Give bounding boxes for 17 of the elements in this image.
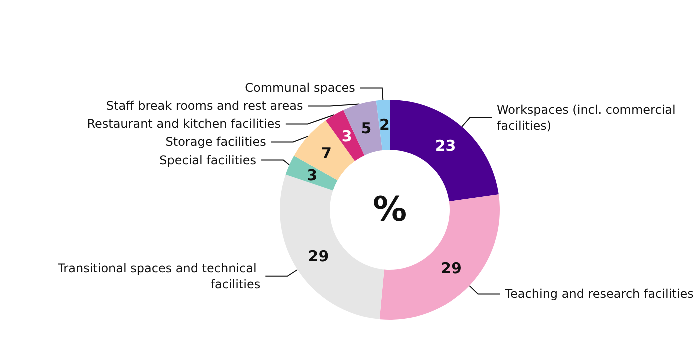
slice-label: Restaurant and kitchen facilities	[87, 117, 281, 132]
data-label: 23	[435, 136, 456, 155]
data-label: 3	[307, 166, 318, 184]
slice-label: Storage facilities	[166, 135, 266, 150]
slice-label: Transitional spaces and technical facilities	[57, 261, 261, 292]
data-label: 29	[308, 247, 330, 266]
slice-label: Staff break rooms and rest areas	[106, 99, 304, 114]
data-label: 3	[342, 128, 352, 146]
slice-label: Communal spaces	[245, 81, 356, 96]
data-label: 7	[321, 144, 332, 162]
slice-label: Workspaces (incl. commercial facilities)	[497, 102, 680, 133]
data-label: 29	[441, 260, 462, 278]
slice-label: Special facilities	[160, 153, 257, 168]
data-label: 5	[361, 119, 372, 138]
text: %	[372, 190, 408, 230]
slice-label: Teaching and research facilities	[504, 287, 694, 302]
data-label: 2	[379, 116, 390, 134]
